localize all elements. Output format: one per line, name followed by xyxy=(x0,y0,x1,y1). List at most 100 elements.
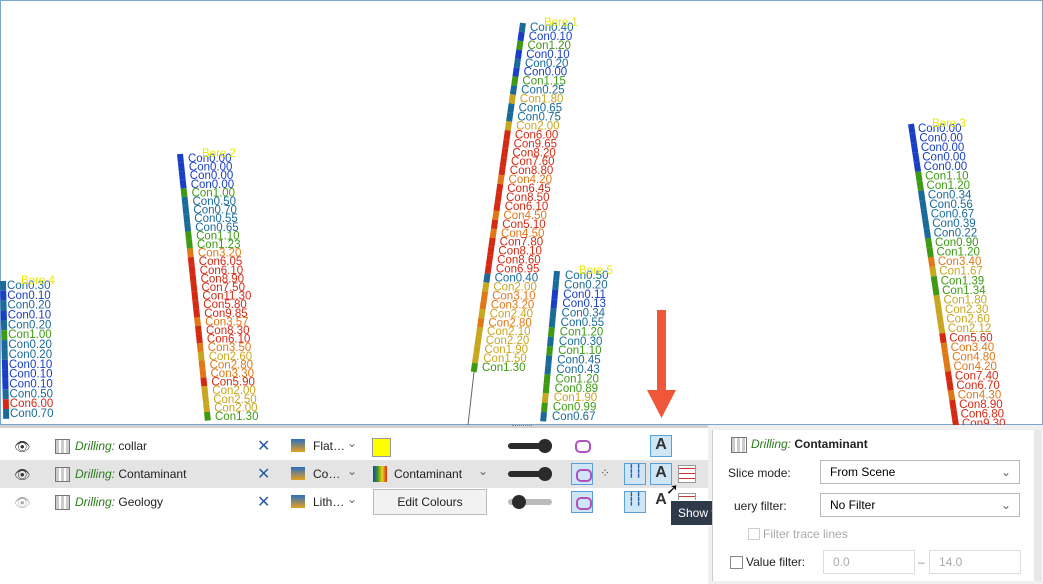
trace-icon[interactable]: ┆┆ xyxy=(624,463,646,485)
remove-button[interactable]: ✕ xyxy=(257,436,270,456)
style-dropdown[interactable]: Lith… xyxy=(313,495,344,509)
hole-segment xyxy=(195,300,196,309)
hole-name: Bore 5 xyxy=(579,265,613,277)
layer-row[interactable]: 👁Drilling: collar✕Flat…⌄A xyxy=(0,432,708,460)
legend-icon[interactable] xyxy=(678,465,696,483)
hole-segment xyxy=(547,365,548,374)
opacity-knob xyxy=(512,495,526,509)
hole-segment xyxy=(934,276,935,286)
colour-ramp xyxy=(373,466,387,482)
hole-segment xyxy=(520,32,521,41)
colour-swatch[interactable] xyxy=(372,438,391,457)
remove-button[interactable]: ✕ xyxy=(257,464,270,484)
hole-segment xyxy=(476,345,477,354)
hole-label: Con0.67 xyxy=(552,411,595,423)
query-value: No Filter xyxy=(830,498,875,512)
dash: – xyxy=(918,555,925,569)
layer-prefix: Drilling: xyxy=(75,467,115,481)
caret: ⌄ xyxy=(1001,465,1011,479)
slice-dropdown[interactable]: From Scene⌄ xyxy=(820,460,1020,484)
remove-button[interactable]: ✕ xyxy=(257,492,270,512)
hole-segment xyxy=(928,238,929,248)
hole-segment xyxy=(185,197,186,206)
trace-checkbox[interactable] xyxy=(748,528,760,540)
slice-icon[interactable] xyxy=(571,463,593,485)
colour-dropdown[interactable]: Contaminant xyxy=(394,467,462,481)
hole-name: Bore 2 xyxy=(202,148,236,160)
properties-title: Drilling: Contaminant xyxy=(751,437,868,451)
hole-segment xyxy=(554,290,555,299)
hole-segment xyxy=(543,412,544,421)
hole-segment xyxy=(479,327,480,336)
scene-view[interactable]: Con0.30Con0.10Con0.20Con0.10Con0.20Con1.… xyxy=(0,0,1043,425)
text-icon[interactable]: A xyxy=(650,435,672,457)
slice-icon[interactable] xyxy=(571,491,593,513)
query-label: uery filter: xyxy=(734,499,787,513)
visibility-icon[interactable]: 👁 xyxy=(14,495,31,511)
style-dropdown[interactable]: Flat… xyxy=(313,439,345,453)
hole-segment xyxy=(202,360,203,369)
hole-segment xyxy=(915,153,916,163)
min-input[interactable]: 0.0 xyxy=(823,550,915,574)
style-icon xyxy=(291,495,305,508)
cursor: ➚ xyxy=(666,480,679,498)
layer-name: Geology xyxy=(118,495,163,509)
hole-segment xyxy=(182,171,183,180)
hole-segment xyxy=(188,231,189,240)
style-dropdown[interactable]: Co… xyxy=(313,467,340,481)
hole-segment xyxy=(911,124,912,134)
slice-icon[interactable] xyxy=(571,435,593,457)
hole-segment xyxy=(515,68,516,77)
layer-row[interactable]: 👁Drilling: Geology✕Lith…⌄Edit Colours┆┆A xyxy=(0,488,708,516)
hole-segment xyxy=(517,59,518,68)
hole-segment xyxy=(949,381,950,391)
caret: ⌄ xyxy=(347,436,357,450)
hole-label: Con1.30 xyxy=(215,411,258,423)
visibility-icon[interactable]: 👁 xyxy=(14,467,31,483)
hole-segment xyxy=(925,219,926,229)
hole-segment xyxy=(507,130,508,139)
caret: ⌄ xyxy=(347,492,357,506)
hole-name: Bore 3 xyxy=(932,118,966,130)
hole-segment xyxy=(929,248,930,258)
splitter[interactable] xyxy=(512,425,532,428)
hole-segment xyxy=(491,238,492,247)
layers-panel: 👁Drilling: collar✕Flat…⌄A👁Drilling: Cont… xyxy=(0,425,708,584)
hole-segment xyxy=(917,162,918,172)
value-checkbox[interactable] xyxy=(730,556,743,569)
hole-segment xyxy=(193,274,194,283)
table-icon xyxy=(731,437,747,453)
query-dropdown[interactable]: No Filter⌄ xyxy=(820,493,1020,517)
hole-segment xyxy=(190,249,191,258)
hole-name: Bore 4 xyxy=(21,275,55,287)
hole-segment xyxy=(932,267,933,277)
hole-segment xyxy=(938,305,939,315)
layer-prefix: Drilling: xyxy=(75,495,115,509)
hole-segment xyxy=(191,257,192,266)
visibility-icon[interactable]: 👁 xyxy=(14,439,31,455)
slice-glyph xyxy=(575,440,591,453)
properties-panel: Drilling: Contaminant Slice mode: From S… xyxy=(712,430,1043,581)
hole-segment xyxy=(489,256,490,265)
layer-name: collar xyxy=(118,439,147,453)
hole-segment xyxy=(937,295,938,305)
scrollbar[interactable] xyxy=(1034,430,1042,581)
hole-segment xyxy=(510,104,511,113)
hole-segment xyxy=(502,166,503,175)
layer-row[interactable]: 👁Drilling: Contaminant✕Co…⌄Contaminant⌄┆… xyxy=(0,460,708,488)
hole-segment xyxy=(954,409,955,419)
edit-colours-button[interactable]: Edit Colours xyxy=(373,489,487,515)
hole-segment xyxy=(553,309,554,318)
caret: ⌄ xyxy=(347,464,357,478)
hole-name: Bore 1 xyxy=(544,17,578,29)
hole-segment xyxy=(555,280,556,289)
max-input[interactable]: 14.0 xyxy=(929,550,1021,574)
hole-segment xyxy=(519,41,520,50)
slice-glyph xyxy=(576,469,592,482)
hole-segment xyxy=(207,412,208,421)
hole-segment xyxy=(184,188,185,197)
hole-segment xyxy=(478,336,479,345)
trace-icon[interactable]: ┆┆ xyxy=(624,491,646,513)
hole-segment xyxy=(512,95,513,104)
hole-segment xyxy=(924,210,925,220)
